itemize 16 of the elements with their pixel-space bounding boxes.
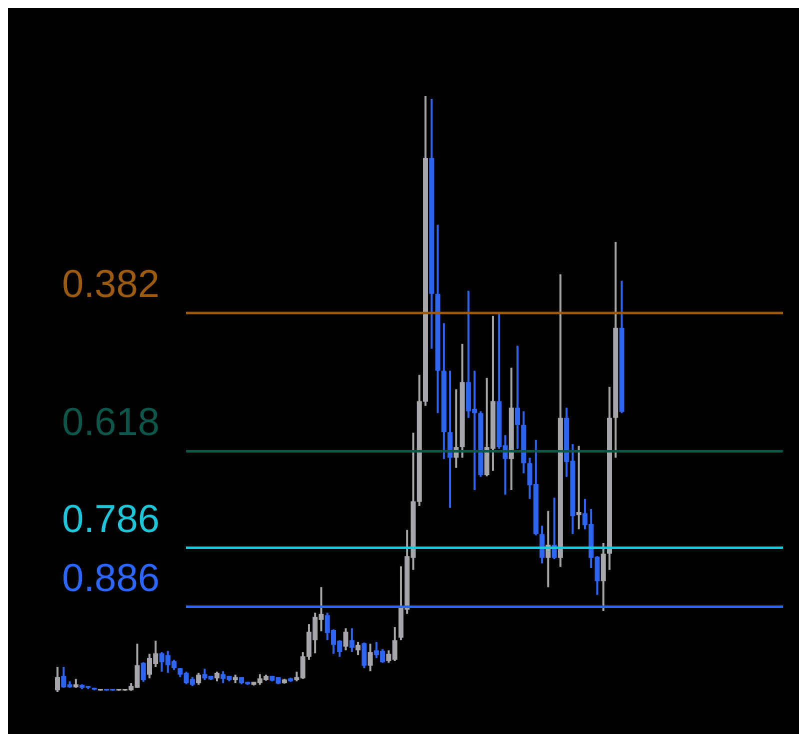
candlestick xyxy=(368,642,373,672)
annotation: 0.886 xyxy=(62,556,160,600)
candlestick xyxy=(356,640,361,656)
annotation: 0.382 xyxy=(62,262,160,306)
candlestick xyxy=(140,661,146,683)
candlestick xyxy=(349,627,354,654)
candlestick xyxy=(214,670,220,682)
candlestick xyxy=(55,666,60,692)
annotation: 0.618 xyxy=(62,401,160,444)
candlestick xyxy=(362,642,367,670)
candlestick xyxy=(515,344,520,450)
candlestick xyxy=(196,672,202,686)
candlestick xyxy=(343,627,348,652)
annotation: 0.786 xyxy=(62,498,160,541)
candlestick xyxy=(576,444,582,530)
candlestick xyxy=(540,524,545,564)
